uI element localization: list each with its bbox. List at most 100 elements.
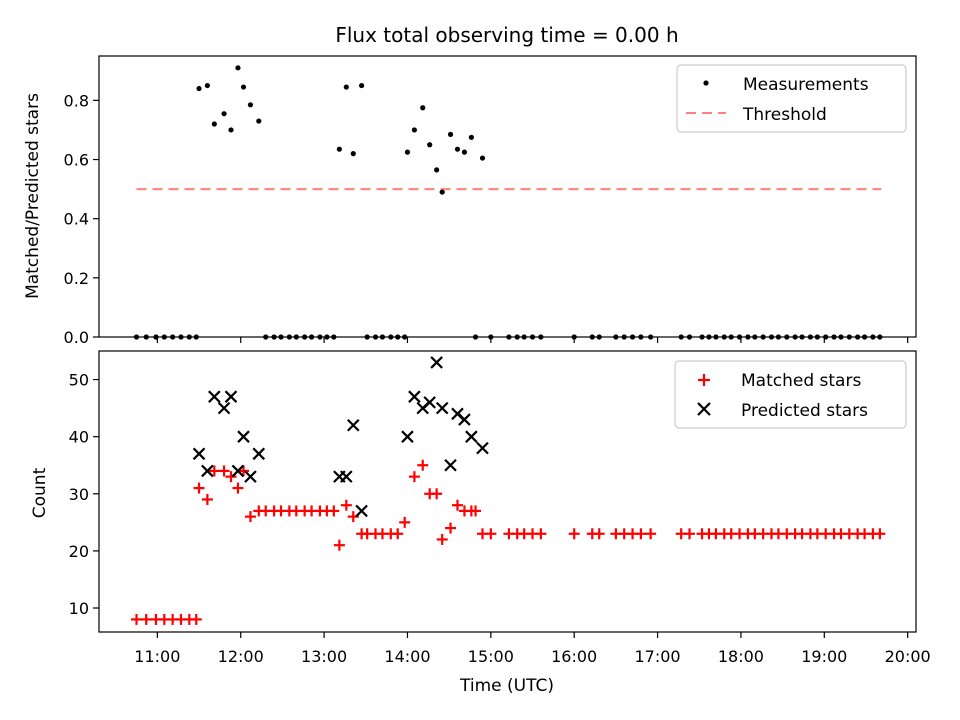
predicted-star-point <box>340 470 353 483</box>
measurement-point <box>336 146 342 152</box>
measurement-point <box>439 189 445 195</box>
y-tick-label: 0.0 <box>64 328 89 347</box>
legend-predicted-label: Predicted stars <box>741 401 868 421</box>
top-legend: Measurements Threshold <box>676 64 907 133</box>
top-panel: 0.00.20.40.60.8 Matched/Predicted stars … <box>23 55 917 347</box>
measurement-point <box>427 142 433 148</box>
matched-star-point <box>408 471 420 483</box>
matched-star-point <box>417 459 429 471</box>
measurement-point <box>420 105 426 111</box>
matched-star-point <box>340 499 352 511</box>
matched-star-point <box>535 528 547 540</box>
measurement-point <box>228 127 234 133</box>
y-tick-label: 50 <box>69 371 89 390</box>
measurement-point <box>359 82 365 89</box>
matched-star-point <box>399 516 411 528</box>
measurement-point <box>196 85 202 92</box>
measurement-point <box>468 134 474 140</box>
measurement-point <box>221 111 227 117</box>
chart-title: Flux total observing time = 0.00 h <box>335 23 678 47</box>
y-tick-label: 30 <box>69 485 89 504</box>
predicted-star-point <box>435 401 449 415</box>
predicted-star-point <box>231 464 245 478</box>
predicted-star-point <box>217 401 231 415</box>
matched-star-point <box>392 528 404 540</box>
matched-star-point <box>232 482 244 494</box>
predicted-star-point <box>458 413 471 426</box>
x-axis-label: Time (UTC) <box>459 676 554 696</box>
measurement-point <box>411 127 418 133</box>
x-tick-label: 13:00 <box>301 647 347 666</box>
y-tick-label: 0.6 <box>64 151 89 170</box>
matched-star-point <box>635 528 647 540</box>
predicted-star-point <box>192 447 206 461</box>
x-tick-label: 17:00 <box>635 647 681 666</box>
legend-predicted-marker <box>697 402 711 416</box>
predicted-star-point <box>244 470 257 483</box>
x-tick-label: 14:00 <box>384 647 430 666</box>
measurement-point <box>256 118 262 124</box>
matched-star-point <box>436 533 448 545</box>
matched-star-point <box>684 528 696 540</box>
bottom-axes-frame <box>98 350 917 633</box>
legend-measurements-marker <box>703 80 709 86</box>
matched-star-point <box>131 613 143 625</box>
measurement-point <box>404 149 411 155</box>
top-y-axis-label: Matched/Predicted stars <box>23 93 43 299</box>
x-tick-label: 20:00 <box>885 647 931 666</box>
predicted-star-point <box>252 447 266 461</box>
matched-star-point <box>445 522 457 534</box>
bottom-legend: Matched stars Predicted stars <box>674 360 907 429</box>
bottom-y-axis-label: Count <box>30 467 50 518</box>
x-tick-label: 15:00 <box>468 647 514 666</box>
predicted-star-point <box>444 458 457 472</box>
x-tick-label: 12:00 <box>218 647 264 666</box>
legend-matched-label: Matched stars <box>741 371 861 391</box>
measurement-point <box>447 131 454 137</box>
matched-star-point <box>333 539 345 551</box>
top-axes-frame <box>98 55 917 338</box>
x-tick-label: 16:00 <box>551 647 597 666</box>
y-tick-label: 0.4 <box>64 210 89 229</box>
measurement-point <box>434 167 440 173</box>
x-tick-label: 18:00 <box>718 647 764 666</box>
matched-star-point <box>593 528 605 540</box>
matched-star-point <box>140 613 152 625</box>
matched-star-point <box>190 613 202 625</box>
y-tick-label: 0.8 <box>64 91 89 110</box>
measurement-point <box>454 146 461 152</box>
matched-star-point <box>328 505 340 517</box>
measurement-point <box>235 65 241 71</box>
x-tick-label: 11:00 <box>134 647 180 666</box>
matched-star-point <box>645 528 657 540</box>
measurement-point <box>204 82 210 89</box>
predicted-star-point <box>408 390 421 403</box>
matched-star-point <box>244 511 256 523</box>
matched-star-point <box>201 493 213 505</box>
matched-star-point <box>485 528 497 540</box>
matched-star-point <box>568 528 580 540</box>
predicted-star-point <box>430 356 443 369</box>
y-tick-label: 40 <box>69 428 89 447</box>
measurement-point <box>343 84 349 90</box>
matched-star-point <box>470 505 482 517</box>
measurement-point <box>240 84 247 90</box>
predicted-star-point <box>208 390 221 403</box>
measurement-point <box>350 151 356 157</box>
predicted-star-point <box>401 430 414 443</box>
predicted-star-point <box>465 430 478 443</box>
legend-measurements-label: Measurements <box>743 75 869 95</box>
y-tick-label: 0.2 <box>64 269 89 288</box>
predicted-star-point <box>423 396 436 409</box>
matched-star-point <box>218 465 230 477</box>
matched-star-point <box>431 488 443 500</box>
matched-star-point <box>874 528 886 540</box>
predicted-star-point <box>237 430 250 443</box>
measurement-point <box>211 121 217 127</box>
matched-star-point <box>238 465 250 477</box>
x-tick-label: 19:00 <box>801 647 847 666</box>
predicted-star-point <box>224 390 238 403</box>
predicted-star-point <box>476 441 489 455</box>
predicted-star-point <box>355 504 368 518</box>
